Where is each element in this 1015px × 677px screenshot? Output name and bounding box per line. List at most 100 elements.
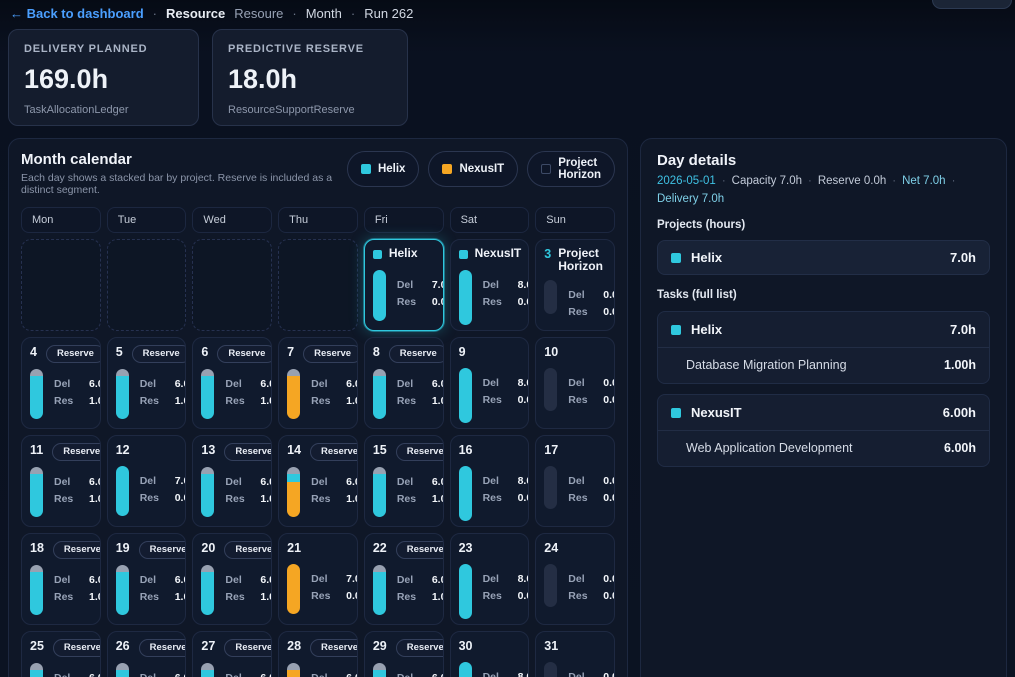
day-cell-body: Del 8.0h Res 0.0h xyxy=(458,466,528,521)
reserve-hours: 0.0h xyxy=(174,492,186,504)
calendar-day-cell[interactable]: 13 Reserve Del 6.0h Res 1.0h xyxy=(192,435,273,527)
del-label: Del xyxy=(568,573,585,585)
calendar-day-cell[interactable]: 15 Reserve Del 6.0h Res 1.0h xyxy=(363,435,444,527)
task-group-card: NexusIT 6.00h Web Application Developmen… xyxy=(657,394,990,467)
calendar-day-cell[interactable]: 21 Del 7.0h Res 0.0h xyxy=(278,533,358,625)
breadcrumb-resource-name: Resoure xyxy=(234,6,284,21)
day-cell-header: 20 Reserve xyxy=(201,541,272,560)
weekday-header: Tue xyxy=(106,207,187,233)
back-to-dashboard-link[interactable]: ← Back to dashboard xyxy=(10,6,144,21)
delivery-hours: 6.0h xyxy=(89,672,100,677)
delivery-hours: 6.0h xyxy=(431,378,443,391)
stacked-bar xyxy=(458,368,472,423)
calendar-day-cell[interactable]: 9 Del 8.0h Res 0.0h xyxy=(449,337,530,429)
day-cell-header: 29 Reserve xyxy=(373,639,443,658)
calendar-day-cell[interactable]: NexusIT Del 8.0h Res 0.0h xyxy=(449,239,530,331)
separator-dot: · xyxy=(350,6,356,21)
day-details-panel: Day details 2026-05-01 · Capacity 7.0h · Res… xyxy=(640,138,1007,677)
stacked-bar xyxy=(30,565,43,620)
day-cell-header: 6 Reserve xyxy=(201,345,272,364)
stacked-bar xyxy=(458,564,472,619)
legend-chip[interactable]: NexusIT xyxy=(428,151,519,187)
calendar-day-cell[interactable]: 12 Del 7.0h Res 0.0h xyxy=(106,435,187,527)
breadcrumb-resource: Resource xyxy=(165,6,226,21)
reserve-badge: Reserve xyxy=(45,345,100,364)
calendar-day-cell[interactable]: 19 Reserve Del 6.0h Res 1.0h xyxy=(106,533,187,625)
calendar-day-cell[interactable]: 22 Reserve Del 6.0h Res 1.0h xyxy=(363,533,444,625)
del-label: Del xyxy=(482,377,499,389)
stacked-bar xyxy=(115,466,129,521)
day-number: 21 xyxy=(287,541,302,555)
calendar-day-cell[interactable]: 20 Reserve Del 6.0h Res 1.0h xyxy=(192,533,273,625)
reserve-hours: 0.0h xyxy=(517,590,529,602)
day-cell-body: Del 8.0h Res 0.0h xyxy=(458,564,528,619)
reserve-badge: Reserve xyxy=(388,345,443,364)
reserve-badge: Reserve xyxy=(224,541,272,560)
del-label: Del xyxy=(139,475,157,487)
calendar-title: Month calendar xyxy=(21,151,132,168)
calendar-day-cell[interactable]: 6 Reserve Del 6.0h Res 1.0h xyxy=(192,337,273,429)
day-cell-header: 15 Reserve xyxy=(373,443,443,462)
stacked-bar xyxy=(287,663,301,677)
reserve-badge: Reserve xyxy=(224,639,272,658)
del-label: Del xyxy=(311,476,328,489)
calendar-day-cell[interactable]: 14 Reserve Del 6.0h Res 1.0h xyxy=(278,435,358,527)
reserve-badge: Reserve xyxy=(52,443,100,462)
top-right-pill xyxy=(932,0,1012,9)
del-label: Del xyxy=(568,377,585,389)
day-number: 30 xyxy=(458,639,473,653)
del-label: Del xyxy=(140,672,165,677)
calendar-day-cell[interactable]: 3 Project Horizon Del 0.0h Res 0.0h xyxy=(535,239,615,331)
day-number: 7 xyxy=(287,345,295,359)
reserve-badge: Reserve xyxy=(395,639,443,658)
stat-value: 169.0h xyxy=(24,64,109,94)
calendar-day-cell[interactable]: 23 Del 8.0h Res 0.0h xyxy=(449,533,530,625)
task-group-header: Helix 7.0h xyxy=(658,312,989,348)
stacked-bar xyxy=(544,279,558,330)
day-cell-header: 11 Reserve xyxy=(30,443,100,462)
calendar-day-cell[interactable]: 4 Reserve Del 6.0h Res 1.0h xyxy=(21,337,101,429)
delivery-hours: 0.0h xyxy=(603,671,614,677)
del-label: Del xyxy=(482,671,499,677)
legend-color-icon xyxy=(541,164,552,174)
legend-chip[interactable]: Project Horizon xyxy=(527,151,615,187)
calendar-day-cell[interactable]: 18 Reserve Del 6.0h Res 1.0h xyxy=(21,533,101,625)
weekday-header: Fri xyxy=(363,207,444,233)
weekday-header-row: Mon Tue Wed Thu Fri Sat Sun xyxy=(21,207,615,233)
delivery-hours: 6.0h xyxy=(346,476,357,489)
calendar-day-cell[interactable]: 17 Del 0.0h Res 0.0h xyxy=(535,435,615,527)
day-cell-header: 12 xyxy=(116,443,178,460)
calendar-day-cell[interactable]: 24 Del 0.0h Res 0.0h xyxy=(535,533,615,625)
calendar-day-cell[interactable]: 11 Reserve Del 6.0h Res 1.0h xyxy=(21,435,101,527)
reserve-hours: 1.0h xyxy=(431,591,443,604)
res-label: Res xyxy=(568,305,588,318)
reserve-badge: Reserve xyxy=(52,541,100,560)
delivery-hours: 6.0h xyxy=(174,378,186,391)
calendar-day-cell[interactable]: 16 Del 8.0h Res 0.0h xyxy=(449,435,530,527)
calendar-day-cell[interactable]: 10 Del 0.0h Res 0.0h xyxy=(535,337,615,429)
calendar-day-cell[interactable]: Helix Del 7.0h Res 0.0h xyxy=(363,239,444,331)
calendar-day-cell[interactable]: 5 Reserve Del 6.0h Res 1.0h xyxy=(106,337,187,429)
res-label: Res xyxy=(54,493,74,506)
delivery-hours: 6.0h xyxy=(431,476,443,489)
legend-chip[interactable]: Helix xyxy=(346,151,420,187)
delivery-hours: 8.0h xyxy=(517,573,529,585)
calendar-day-cell[interactable]: 7 Reserve Del 6.0h Res 1.0h xyxy=(278,337,358,429)
delivery-hours: 8.0h xyxy=(517,475,529,487)
month-calendar-panel: Month calendar Each day shows a stacked … xyxy=(8,138,628,677)
day-cell-header: 4 Reserve xyxy=(30,345,100,364)
calendar-subtitle: Each day shows a stacked bar by project.… xyxy=(21,172,333,196)
day-cell-header: 21 xyxy=(287,541,349,558)
calendar-day-cell[interactable]: 8 Reserve Del 6.0h Res 1.0h xyxy=(363,337,444,429)
